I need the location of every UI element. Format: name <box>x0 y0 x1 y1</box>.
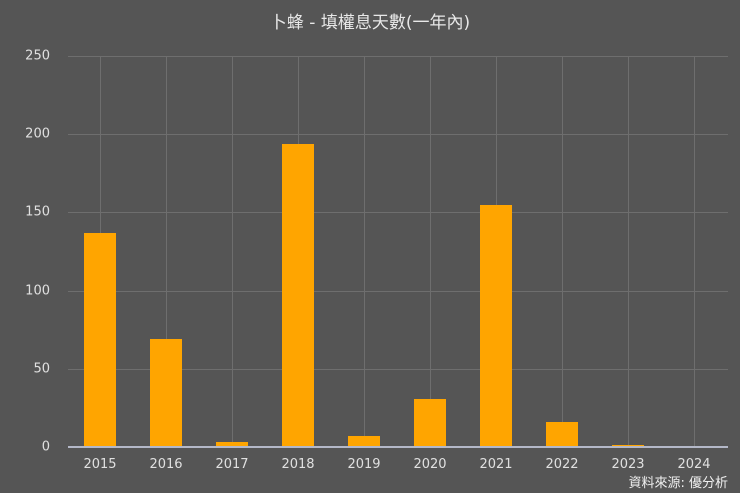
bar-2016 <box>150 339 182 447</box>
x-axis-baseline <box>68 446 728 448</box>
x-tick-label: 2023 <box>611 457 645 472</box>
h-gridline <box>68 368 728 370</box>
y-tick-label: 150 <box>25 204 50 220</box>
y-tick-label: 250 <box>25 48 50 64</box>
y-tick-label: 100 <box>25 283 50 299</box>
x-tick-label: 2017 <box>215 457 249 472</box>
v-gridline <box>694 56 695 447</box>
h-gridline <box>68 212 728 214</box>
plot-area <box>68 56 728 448</box>
v-gridline <box>166 56 167 447</box>
bar-2021 <box>480 204 512 447</box>
h-gridline <box>68 290 728 292</box>
v-gridline <box>562 56 563 447</box>
bar-2020 <box>414 398 446 447</box>
x-tick-label: 2016 <box>149 457 183 472</box>
source-annotation: 資料來源: 優分析 <box>628 476 728 491</box>
bar-2018 <box>282 143 314 447</box>
x-tick-label: 2019 <box>347 457 381 472</box>
x-tick-label: 2024 <box>677 457 711 472</box>
bar-2015 <box>84 232 116 447</box>
x-tick-label: 2015 <box>83 457 117 472</box>
h-gridline <box>68 56 728 57</box>
y-tick-label: 200 <box>25 126 50 142</box>
chart-title: 卜蜂 - 填權息天數(一年內) <box>269 13 471 33</box>
bar-2022 <box>546 421 578 447</box>
v-gridline <box>430 56 431 447</box>
h-gridline <box>68 134 728 136</box>
y-tick-label: 0 <box>41 439 50 455</box>
v-gridline <box>232 56 233 447</box>
x-tick-label: 2020 <box>413 457 447 472</box>
x-tick-label: 2021 <box>479 457 513 472</box>
bar-2017 <box>216 442 248 447</box>
y-tick-label: 50 <box>33 361 50 377</box>
v-gridline <box>628 56 629 447</box>
v-gridline <box>364 56 365 447</box>
bar-2019 <box>348 436 380 447</box>
x-tick-label: 2018 <box>281 457 315 472</box>
x-tick-label: 2022 <box>545 457 579 472</box>
